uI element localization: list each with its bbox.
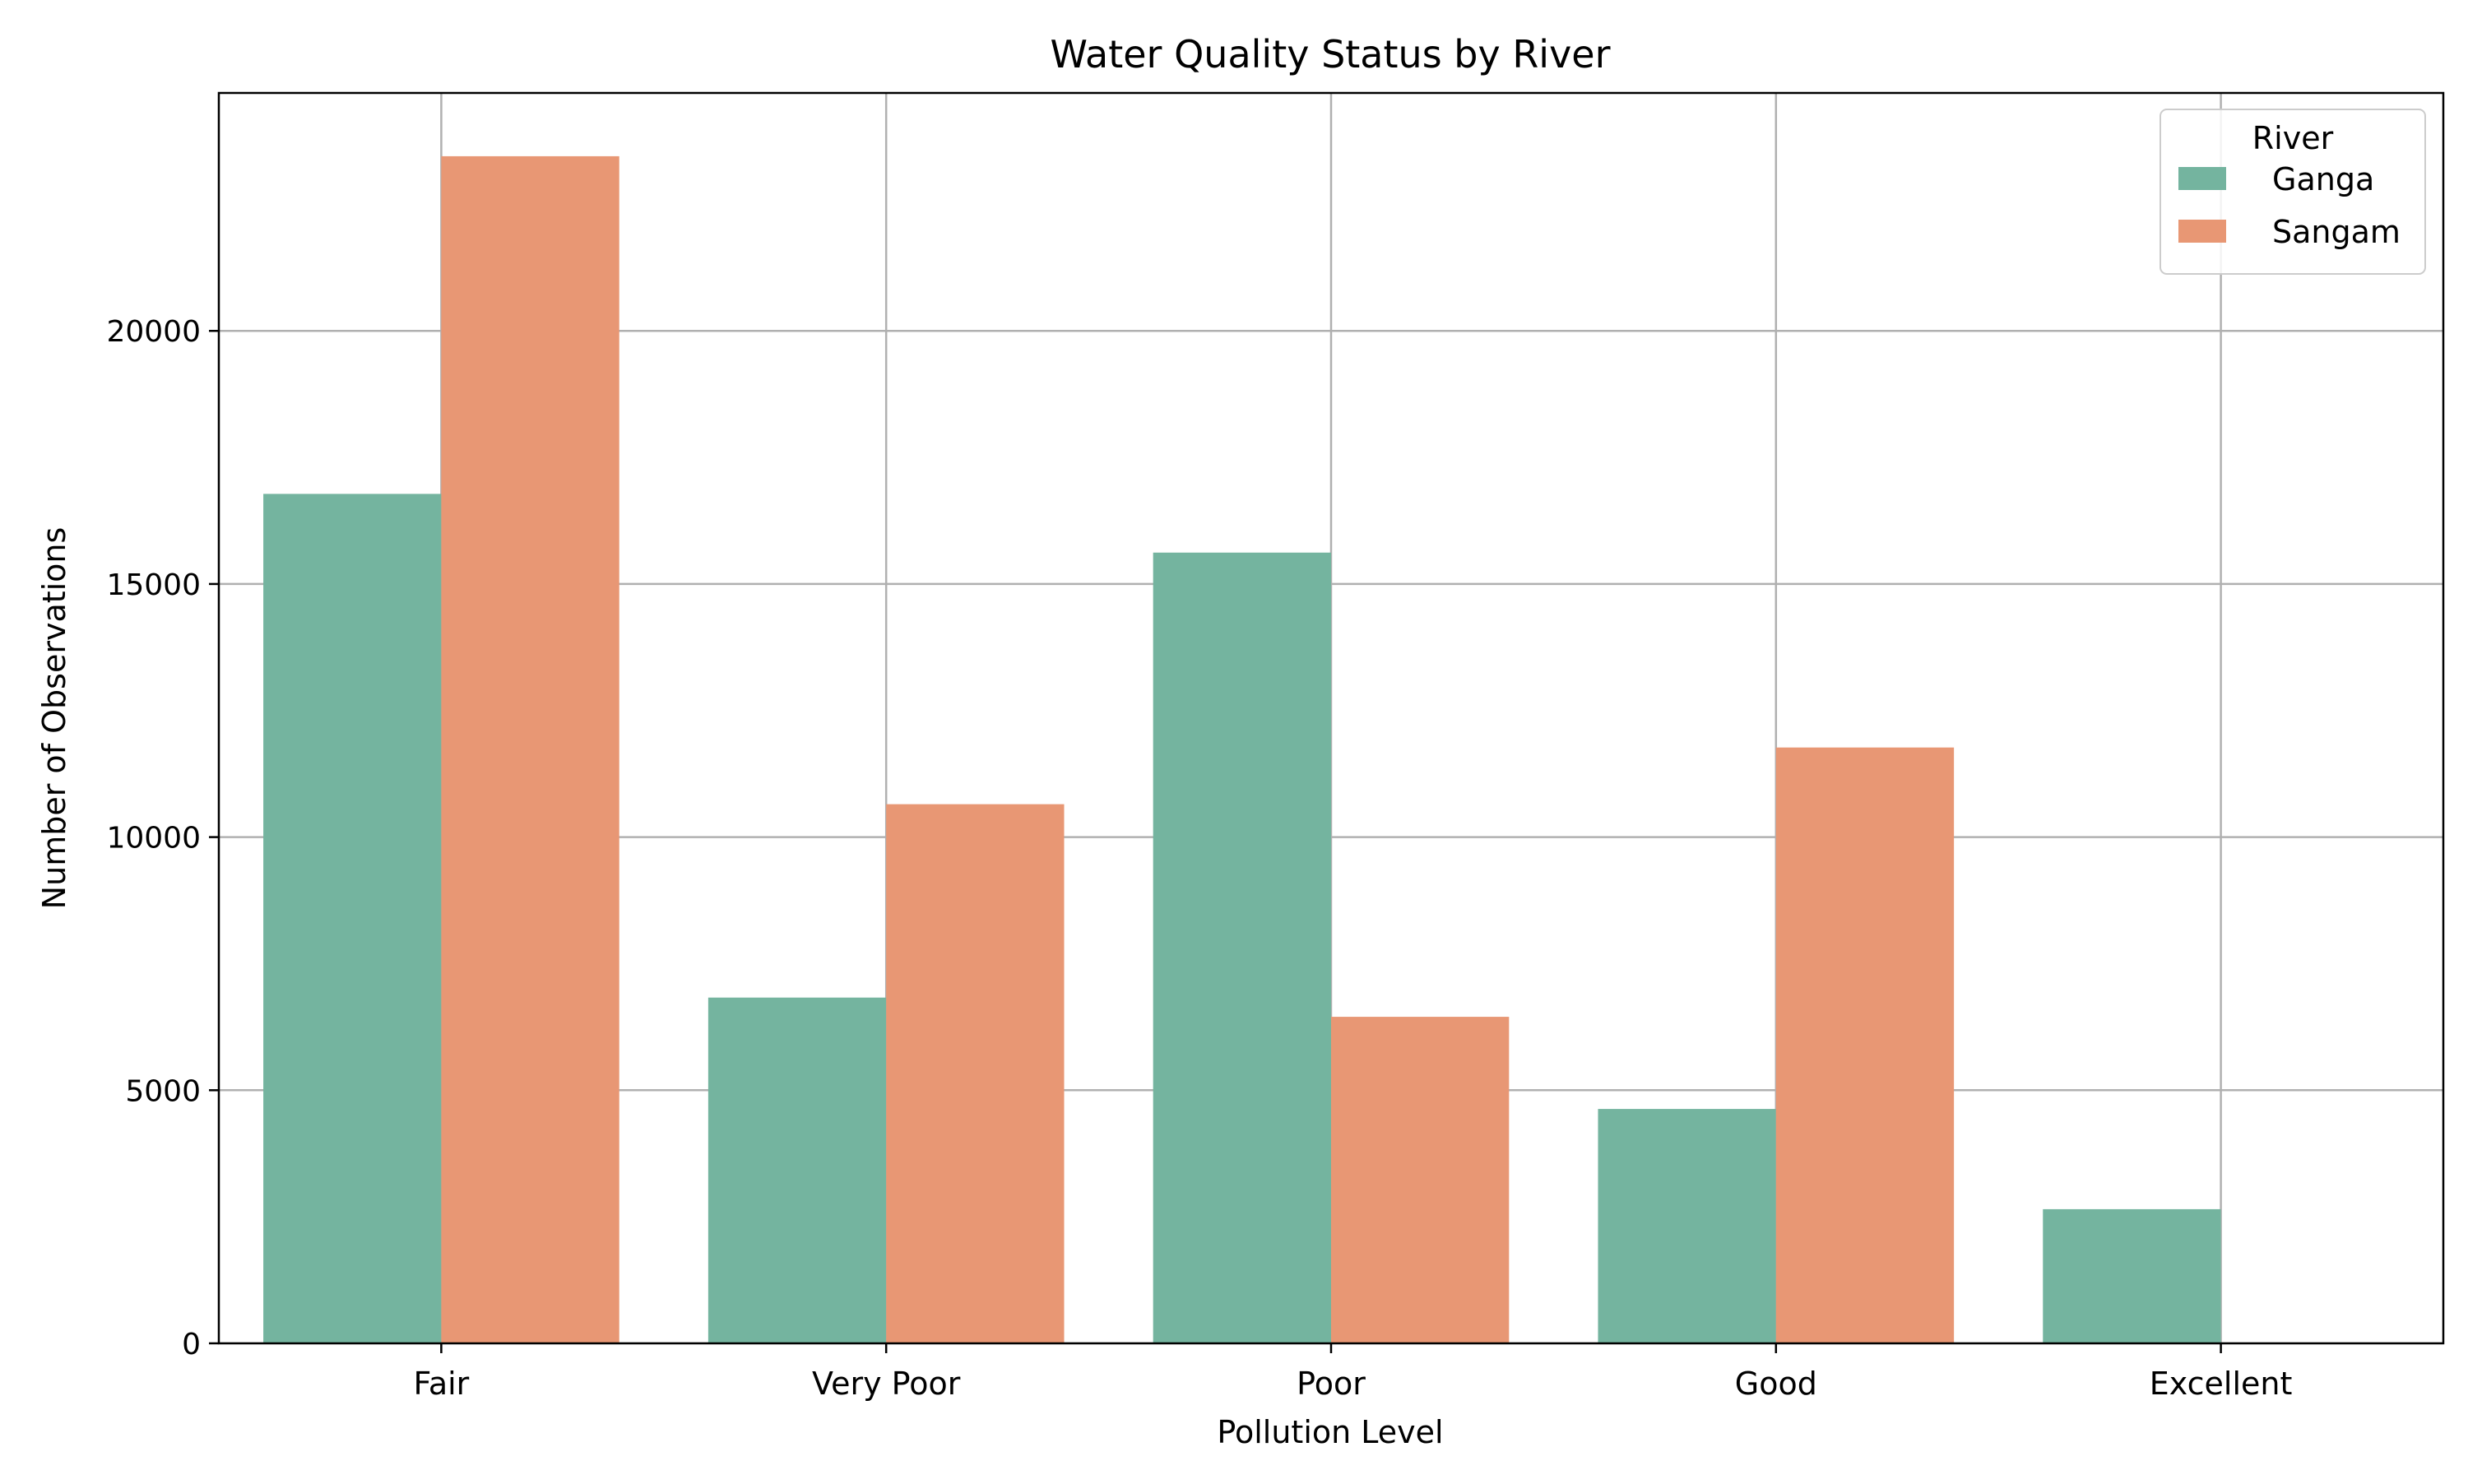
bar-sangam-good — [1775, 747, 1955, 1343]
legend-label-ganga: Ganga — [2272, 161, 2374, 197]
x-tick-label: Excellent — [2150, 1366, 2293, 1402]
y-axis: 0 5000 10000 15000 20000 — [106, 315, 219, 1361]
x-axis: Fair Very Poor Poor Good Excellent — [413, 1343, 2292, 1402]
x-tick-label: Very Poor — [812, 1366, 961, 1402]
bar-ganga-poor — [1153, 552, 1331, 1343]
legend: River Ganga Sangam — [2160, 109, 2426, 275]
legend-swatch-sangam — [2178, 220, 2226, 243]
x-tick-label: Good — [1735, 1366, 1817, 1402]
bar-sangam-very-poor — [886, 804, 1065, 1343]
y-tick-label: 15000 — [106, 568, 201, 602]
legend-items: Ganga Sangam — [2178, 161, 2401, 250]
bar-ganga-good — [1598, 1109, 1776, 1343]
legend-title: River — [2252, 120, 2334, 156]
bar-sangam-fair — [441, 155, 619, 1343]
x-tick-label: Fair — [413, 1366, 469, 1402]
legend-label-sangam: Sangam — [2272, 214, 2401, 250]
x-tick-label: Poor — [1297, 1366, 1366, 1402]
y-tick-label: 10000 — [106, 822, 201, 856]
bar-ganga-excellent — [2043, 1208, 2221, 1343]
y-axis-label: Number of Observations — [36, 527, 72, 910]
y-tick-label: 0 — [182, 1328, 201, 1361]
bar-sangam-poor — [1331, 1017, 1510, 1343]
legend-swatch-ganga — [2178, 167, 2226, 190]
y-tick-label: 20000 — [106, 315, 201, 349]
y-tick-label: 5000 — [125, 1074, 201, 1108]
bar-ganga-fair — [263, 494, 442, 1343]
chart-title: Water Quality Status by River — [1050, 32, 1610, 77]
bars — [263, 155, 2221, 1343]
bar-ganga-very-poor — [707, 997, 887, 1343]
legend-box — [2160, 109, 2426, 275]
x-axis-label: Pollution Level — [1217, 1414, 1443, 1450]
